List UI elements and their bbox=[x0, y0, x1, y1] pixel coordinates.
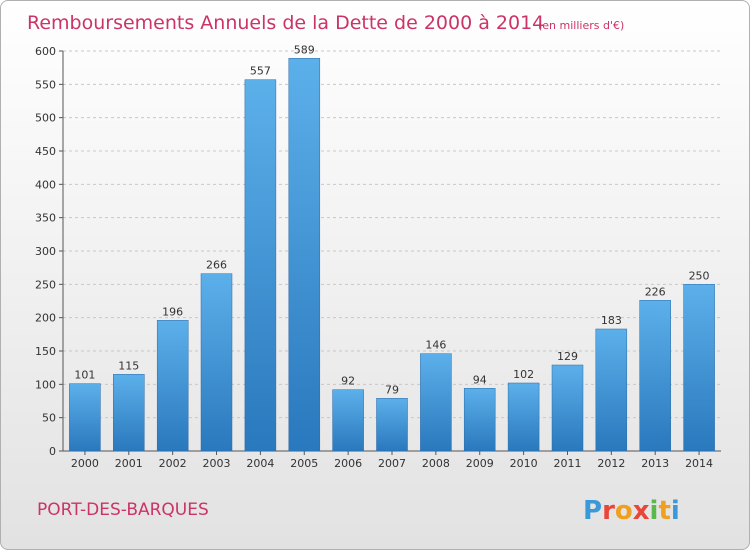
y-tick-label: 450 bbox=[35, 145, 56, 158]
y-tick-label: 250 bbox=[35, 278, 56, 291]
data-label: 129 bbox=[557, 350, 578, 363]
x-tick-label: 2004 bbox=[246, 457, 274, 470]
bar-2006 bbox=[332, 389, 364, 452]
brand-logo: Proxiti bbox=[583, 496, 680, 526]
y-tick-label: 600 bbox=[35, 45, 56, 58]
data-label: 94 bbox=[473, 373, 487, 386]
data-label: 183 bbox=[601, 314, 622, 327]
x-tick-label: 2010 bbox=[510, 457, 538, 470]
bar-2002 bbox=[156, 320, 189, 452]
y-tick-label: 200 bbox=[35, 312, 56, 325]
bar-2007 bbox=[376, 398, 408, 452]
bar-2003 bbox=[200, 273, 233, 452]
data-label: 146 bbox=[425, 339, 446, 352]
chart-subtitle: (en milliers d'€) bbox=[538, 19, 624, 32]
y-axis: 0 50 100 150 200 250 300 350 400 450 500 550 600 bbox=[35, 45, 64, 458]
x-tick-label: 2006 bbox=[334, 457, 362, 470]
bar-2000 bbox=[69, 383, 101, 452]
data-label: 226 bbox=[645, 285, 666, 298]
data-label: 102 bbox=[513, 368, 534, 381]
data-label: 557 bbox=[250, 65, 271, 78]
data-label: 79 bbox=[385, 383, 399, 396]
bar-2011 bbox=[551, 364, 584, 452]
x-tick-label: 2008 bbox=[422, 457, 450, 470]
y-tick-label: 100 bbox=[35, 378, 56, 391]
y-tick-label: 300 bbox=[35, 245, 56, 258]
bar-2013 bbox=[639, 300, 671, 452]
data-label: 115 bbox=[118, 359, 139, 372]
data-label: 589 bbox=[294, 43, 315, 56]
y-tick-label: 500 bbox=[35, 112, 56, 125]
y-tick-label: 400 bbox=[35, 178, 56, 191]
x-tick-label: 2002 bbox=[159, 457, 187, 470]
bar-2014 bbox=[683, 284, 715, 452]
bar-2004 bbox=[244, 79, 277, 452]
x-tick-label: 2012 bbox=[597, 457, 625, 470]
bar-2005 bbox=[288, 58, 321, 452]
y-tick-label: 150 bbox=[35, 345, 56, 358]
x-axis: 2000 2001 2002 2003 2004 2005 2006 2007 2008 2009… bbox=[63, 450, 721, 470]
y-tick-label: 350 bbox=[35, 212, 56, 225]
x-tick-label: 2011 bbox=[553, 457, 581, 470]
x-tick-label: 2001 bbox=[115, 457, 143, 470]
bar-2010 bbox=[507, 382, 540, 452]
data-label: 101 bbox=[74, 369, 95, 382]
x-tick-label: 2014 bbox=[685, 457, 713, 470]
chart-title: Remboursements Annuels de la Dette de 20… bbox=[27, 12, 544, 34]
x-tick-label: 2003 bbox=[203, 457, 231, 470]
bar-2008 bbox=[420, 353, 452, 452]
y-tick-label: 0 bbox=[49, 445, 56, 458]
bar-2001 bbox=[113, 374, 145, 452]
data-label: 250 bbox=[689, 269, 710, 282]
data-label: 92 bbox=[341, 375, 355, 388]
bar-2009 bbox=[463, 388, 496, 452]
data-label: 266 bbox=[206, 259, 227, 272]
city-name: PORT-DES-BARQUES bbox=[37, 500, 209, 520]
bars: 101 115 196 266 557 589 92 79 146 94 102 129 183 226 2… bbox=[69, 43, 715, 452]
x-tick-label: 2007 bbox=[378, 457, 406, 470]
x-tick-label: 2000 bbox=[71, 457, 99, 470]
y-tick-label: 50 bbox=[42, 412, 56, 425]
data-label: 196 bbox=[162, 305, 183, 318]
bar-2012 bbox=[595, 328, 628, 452]
x-tick-label: 2013 bbox=[641, 457, 669, 470]
x-tick-label: 2005 bbox=[290, 457, 318, 470]
svg-text:Proxiti: Proxiti bbox=[583, 496, 680, 526]
x-tick-label: 2009 bbox=[466, 457, 494, 470]
y-tick-label: 550 bbox=[35, 78, 56, 91]
